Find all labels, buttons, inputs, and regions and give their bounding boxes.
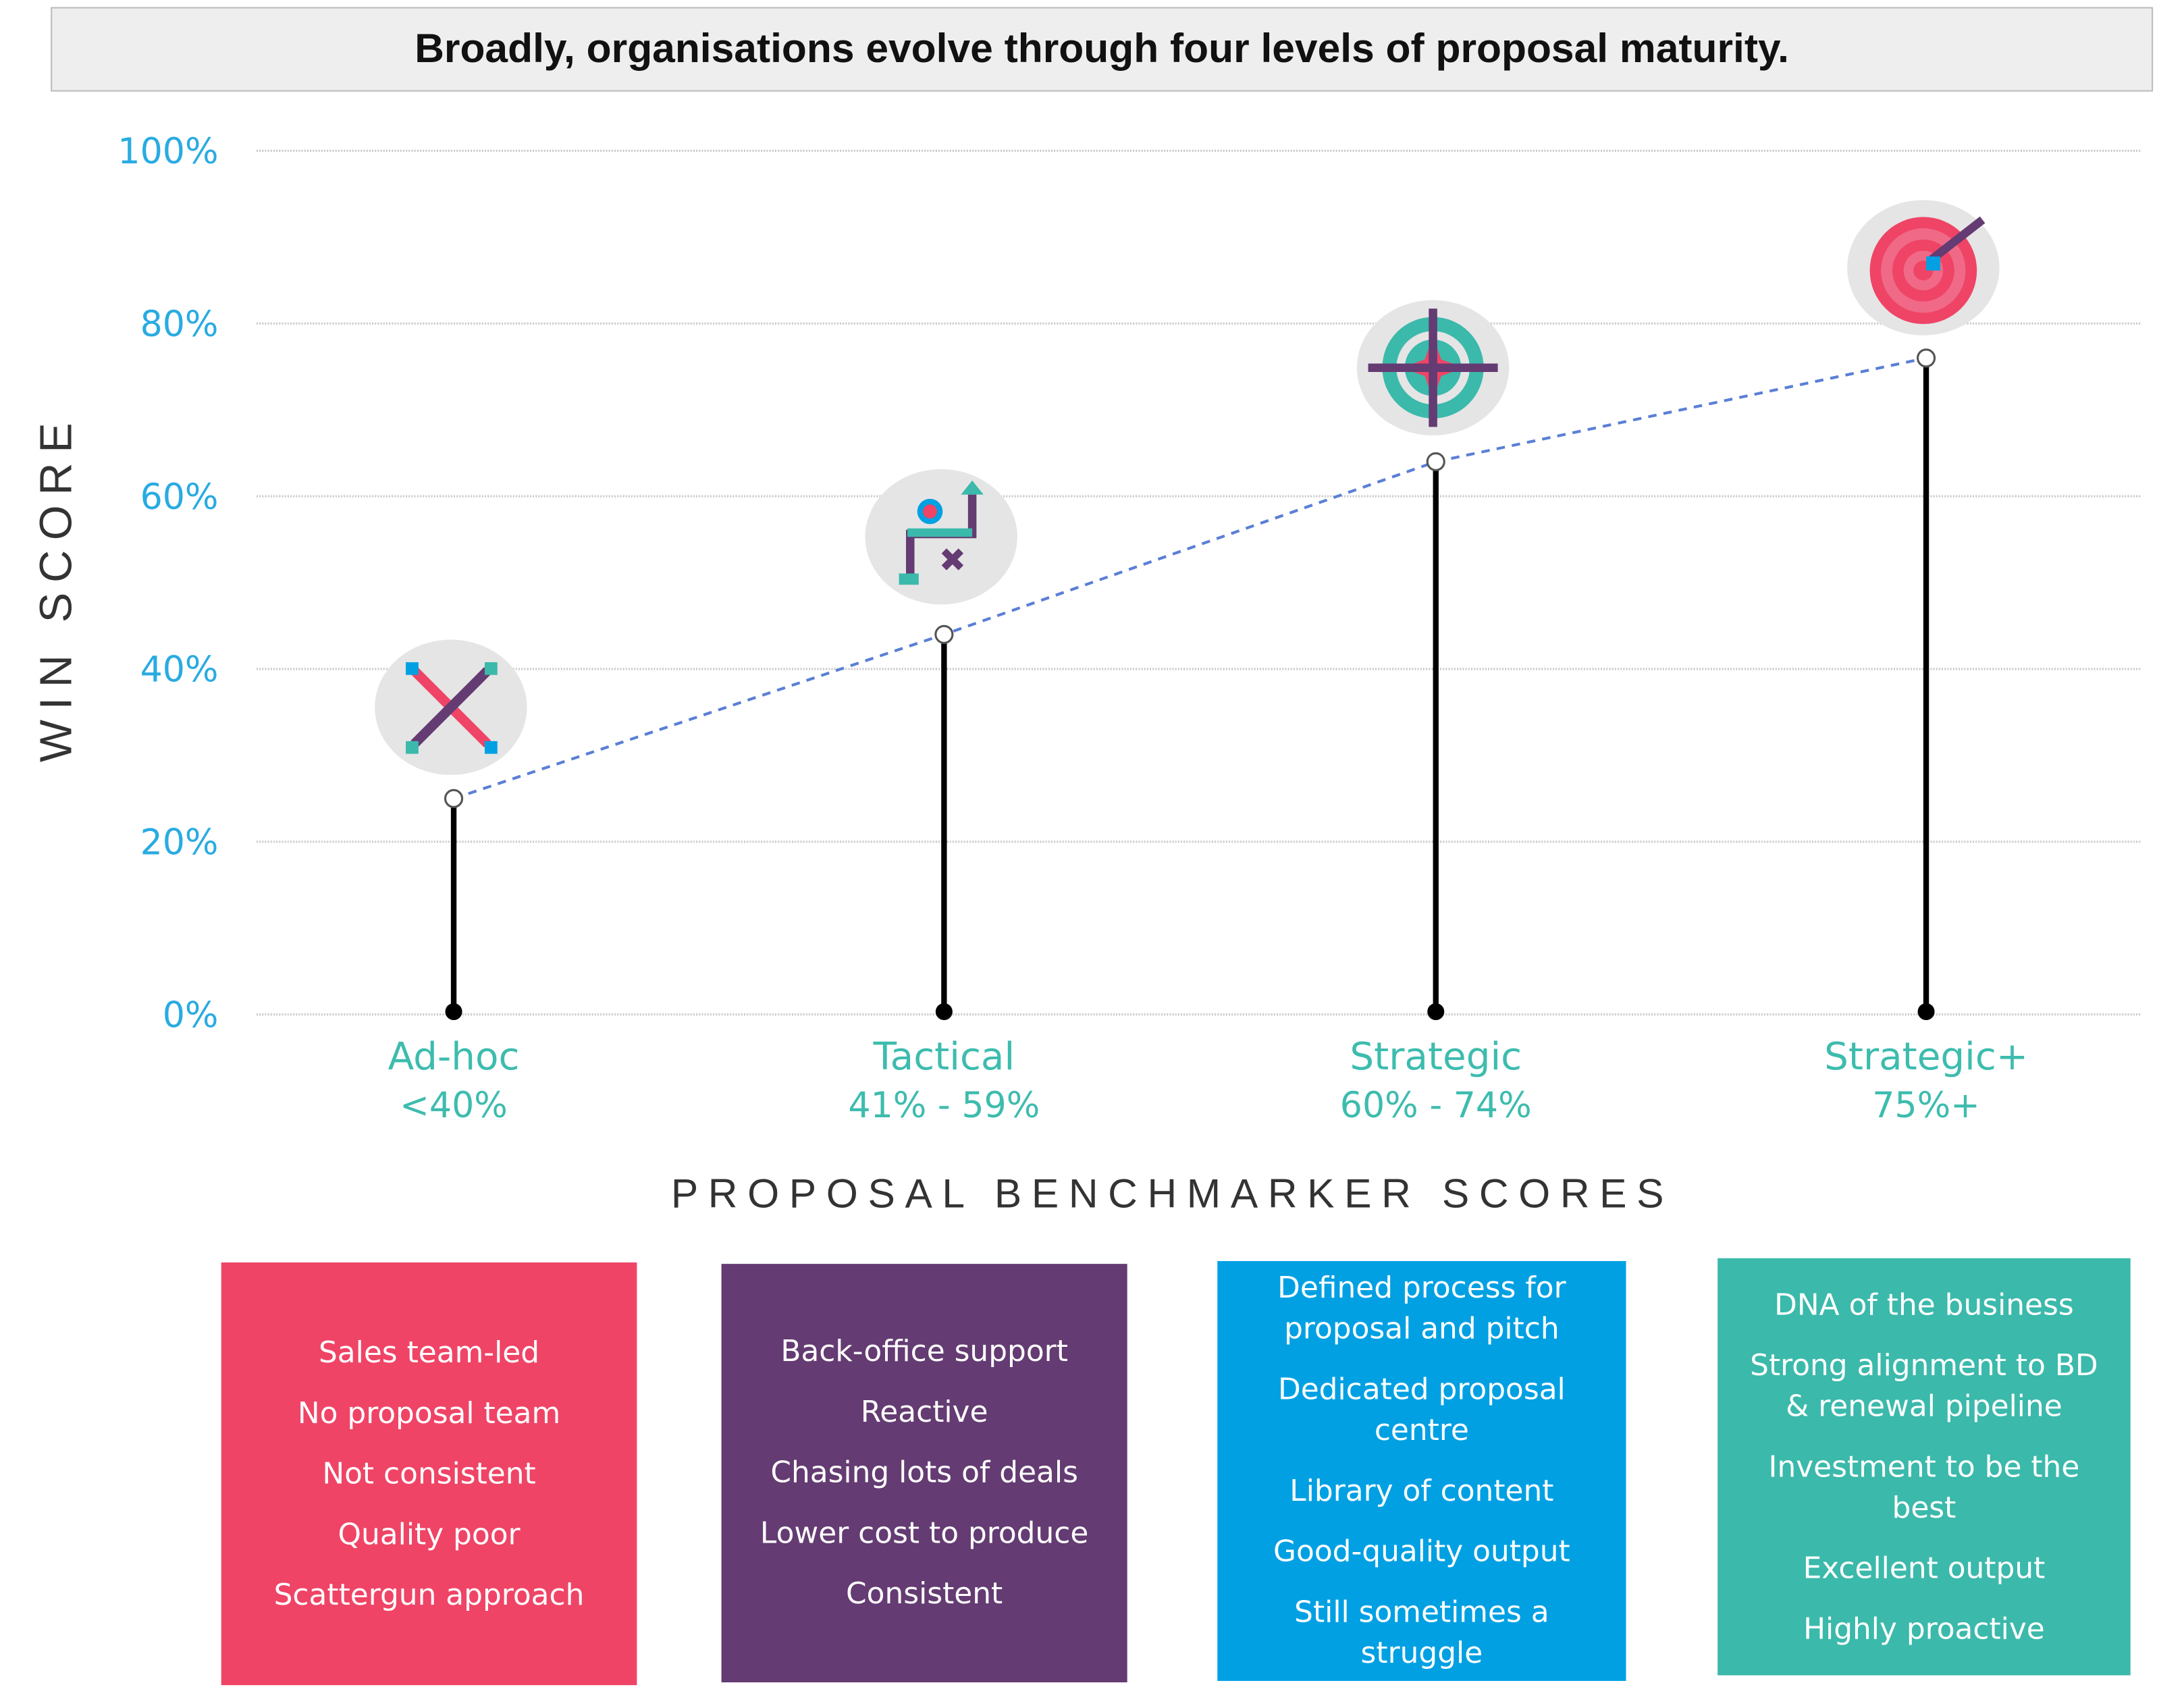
y-axis-title: WIN SCORE	[30, 412, 82, 763]
category-range: 75%+	[1872, 1085, 1980, 1126]
icon-dot	[923, 504, 937, 519]
y-tick-label: 100%	[117, 132, 218, 172]
y-tick-label: 80%	[140, 304, 219, 345]
box-item: Excellent output	[1803, 1550, 2046, 1584]
data-point	[934, 624, 954, 644]
category-name: Tactical	[873, 1036, 1015, 1079]
x-axis-title: PROPOSAL BENCHMARKER SCORES	[670, 1172, 1674, 1218]
y-tick-label: 60%	[140, 477, 219, 518]
category-range: 41% - 59%	[848, 1085, 1040, 1126]
chart-title: Broadly, organisations evolve through fo…	[51, 7, 2154, 92]
box-item: Highly proactive	[1803, 1611, 2045, 1645]
x-category-label: Ad-hoc <40%	[271, 1036, 637, 1126]
category-name: Strategic+	[1824, 1036, 2029, 1079]
category-name: Strategic	[1350, 1036, 1522, 1079]
icon-corner	[406, 662, 419, 675]
box-item: Investment to be the best	[1768, 1449, 2080, 1524]
y-tick-label: 20%	[140, 823, 219, 863]
box-item: Consistent	[846, 1576, 1003, 1611]
y-tick-label: 0%	[163, 995, 219, 1036]
x-category-label: Strategic 60% - 74%	[1252, 1036, 1619, 1126]
box-item: Good-quality output	[1273, 1534, 1570, 1568]
data-point	[1916, 348, 1936, 368]
y-tick-label: 40%	[140, 650, 219, 691]
category-range: <40%	[400, 1085, 508, 1126]
box-item: Lower cost to produce	[760, 1516, 1089, 1550]
data-point	[1426, 452, 1445, 471]
stem-base-dot	[445, 1003, 462, 1021]
stem-base-dot	[1917, 1003, 1935, 1021]
crossed-arrows-icon	[375, 639, 527, 775]
icon-corner	[484, 741, 498, 754]
category-range: 60% - 74%	[1339, 1085, 1532, 1126]
box-item: Not consistent	[322, 1456, 536, 1491]
icon-bar	[907, 528, 973, 537]
icon-stroke	[410, 667, 491, 748]
icon-arrow	[961, 480, 984, 495]
stem-base-dot	[1427, 1003, 1445, 1021]
icon-bar	[899, 573, 919, 585]
icon-crosshair	[1368, 309, 1498, 427]
icon-corner	[484, 662, 498, 675]
icon-cross	[941, 548, 964, 570]
category-name: Ad-hoc	[388, 1036, 520, 1079]
icon-corner	[406, 741, 419, 754]
icon-arrow-tip	[1926, 256, 1940, 271]
box-item: No proposal team	[297, 1395, 561, 1430]
box-item: Defined process for proposal and pitch	[1277, 1271, 1566, 1346]
box-item: Strong alignment to BD & renewal pipelin…	[1750, 1347, 2098, 1422]
trend-line	[453, 356, 1927, 800]
box-item: DNA of the business	[1774, 1287, 2074, 1321]
bullseye-target-icon	[1847, 200, 2000, 336]
level-description-box: Sales team-led No proposal team Not consis…	[221, 1262, 637, 1686]
level-description-box: DNA of the business Strong alignment to B…	[1717, 1258, 2131, 1676]
strategy-path-icon	[865, 469, 1017, 605]
icon-arrow-shaft	[1929, 216, 1986, 263]
level-description-box: Back-office support Reactive Chasing lots …	[721, 1264, 1127, 1682]
box-item: Scattergun approach	[273, 1577, 585, 1611]
box-item: Quality poor	[338, 1516, 521, 1551]
box-item: Library of content	[1289, 1474, 1554, 1508]
box-item: Chasing lots of deals	[770, 1455, 1078, 1490]
x-category-label: Tactical 41% - 59%	[761, 1036, 1127, 1126]
stem-base-dot	[935, 1003, 953, 1021]
box-item: Reactive	[860, 1395, 988, 1429]
level-description-box: Defined process for proposal and pitch De…	[1217, 1260, 1626, 1681]
x-category-label: Strategic+ 75%+	[1743, 1036, 2110, 1126]
box-item: Back-office support	[780, 1334, 1068, 1368]
crosshair-icon	[1356, 300, 1510, 435]
box-item: Dedicated proposal centre	[1277, 1372, 1566, 1447]
data-point	[444, 789, 464, 808]
box-item: Sales team-led	[318, 1335, 540, 1369]
box-item: Still sometimes a struggle	[1294, 1595, 1549, 1670]
chart-plot: 0% 20% 40% 60% 80% 100%	[117, 132, 2142, 1036]
